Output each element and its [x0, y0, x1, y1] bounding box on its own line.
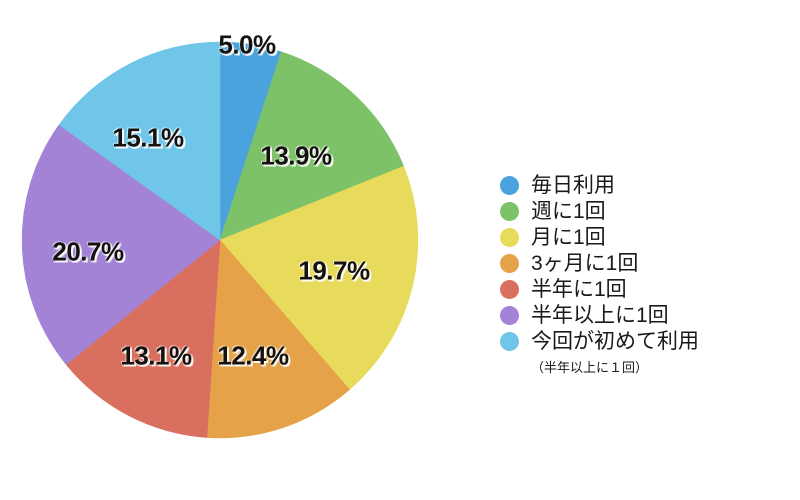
legend-item[interactable]: 今回が初めて利用 [500, 328, 790, 354]
pie-slice[interactable] [58, 41, 221, 241]
pie-slice-value-label: 13.1% [120, 340, 192, 371]
pie-slice[interactable] [206, 239, 350, 439]
legend-color-swatch-icon [500, 305, 519, 325]
legend-item-label: 半年に1回 [531, 277, 627, 301]
pie-slice-value-label: 13.9% [260, 140, 332, 171]
pie-slice[interactable] [219, 51, 405, 241]
legend-color-swatch-icon [500, 331, 519, 351]
legend-item[interactable]: 半年以上に1回 [500, 302, 790, 328]
legend-item-label: 月に1回 [531, 225, 606, 249]
pie-slice-value-label: 5.0% [218, 29, 276, 60]
pie-slice[interactable] [21, 124, 221, 365]
pie-slice[interactable] [219, 165, 419, 391]
legend-note: （半年以上に１回） [531, 360, 649, 375]
pie-chart-container: 5.0% 13.9% 19.7% 12.4% 13.1% 20.7% 15.1% [21, 29, 419, 439]
legend-item[interactable]: 毎日利用 [500, 172, 790, 198]
legend-item[interactable]: 3ヶ月に1回 [500, 250, 790, 276]
legend-item-label: 3ヶ月に1回 [531, 251, 639, 275]
pie-slice-value-label: 12.4% [217, 340, 289, 371]
legend-item-label: 半年以上に1回 [531, 303, 669, 327]
pie-slice[interactable] [65, 239, 221, 438]
legend-item-label: 今回が初めて利用 [531, 329, 699, 353]
legend-color-swatch-icon [500, 279, 519, 299]
legend-color-swatch-icon [500, 253, 519, 273]
legend-item-label: 毎日利用 [531, 173, 615, 197]
legend-color-swatch-icon [500, 175, 519, 195]
pie-slice-group [21, 41, 419, 439]
legend-item[interactable]: 週に1回 [500, 198, 790, 224]
legend-color-swatch-icon [500, 201, 519, 221]
pie-slice-value-label: 20.7% [52, 236, 124, 267]
pie-slice-value-label: 15.1% [112, 122, 184, 153]
legend-item[interactable]: 月に1回 [500, 224, 790, 250]
pie-slice-value-label: 19.7% [298, 255, 370, 286]
legend-item-list: 毎日利用 週に1回 月に1回 3ヶ月に1回 半年に1回 半年以上に1回 今回が初めて利用 [500, 172, 790, 354]
legend-item-label: 週に1回 [531, 199, 606, 223]
legend-color-swatch-icon [500, 227, 519, 247]
legend-item[interactable]: 半年に1回 [500, 276, 790, 302]
chart-legend: 毎日利用 週に1回 月に1回 3ヶ月に1回 半年に1回 半年以上に1回 今回が初めて利用 （… [500, 172, 790, 376]
pie-chart-svg [21, 41, 419, 439]
